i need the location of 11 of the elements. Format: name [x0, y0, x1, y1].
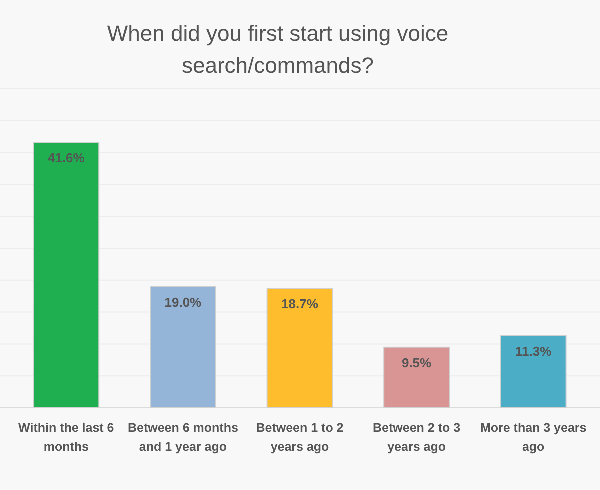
x-tick-label: Between 1 to 2 years ago — [256, 421, 344, 454]
data-label: 9.5% — [402, 355, 432, 370]
data-label: 11.3% — [516, 344, 552, 359]
chart-title: When did you first start using voice search/commands? — [107, 21, 449, 78]
x-tick-label: Within the last 6 months — [18, 421, 114, 454]
data-label: 19.0% — [164, 294, 202, 310]
data-label: 41.6% — [48, 150, 86, 166]
x-tick-label: Between 2 to 3 years ago — [373, 421, 461, 454]
data-label: 18.7% — [282, 296, 319, 312]
x-tick-label: More than 3 years ago — [480, 421, 587, 454]
x-tick-label: Between 6 months and 1 year ago — [128, 421, 238, 454]
